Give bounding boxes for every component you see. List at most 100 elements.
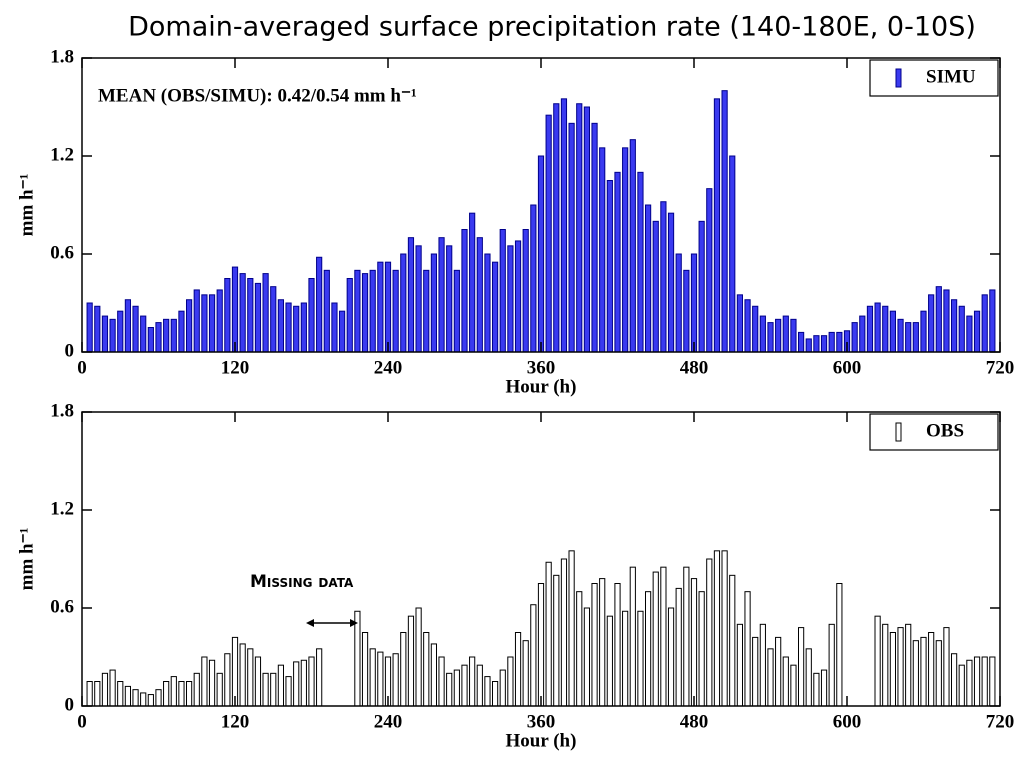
bar [339,310,346,353]
bar [537,583,545,707]
bar [805,648,812,707]
bar [545,114,552,353]
bar [132,689,139,707]
bar [928,632,935,707]
bar [507,245,514,353]
x-tick-label: 120 [221,357,250,378]
bar [951,299,958,353]
bar [614,583,621,707]
bar [392,269,399,353]
bar [201,294,208,353]
bar [966,659,973,707]
bar [522,229,529,353]
y-tick-label: 0 [65,694,75,715]
bar [484,253,491,353]
bar [874,302,881,353]
bar [277,664,284,707]
bar [989,289,996,353]
y-tick-label: 1.8 [50,400,74,421]
x-tick-label: 240 [374,711,403,732]
bar [514,632,522,707]
bar [377,651,384,707]
bar [943,289,950,353]
bar [798,331,805,353]
bar [270,286,277,353]
bar [384,261,392,353]
bar [667,212,675,353]
bar [392,653,399,707]
bar [262,273,269,353]
bar [254,656,262,707]
y-axis-label: mm h⁻¹ [16,528,37,591]
legend-swatch [895,68,902,88]
bar [492,681,499,707]
bar [346,278,353,353]
bar [759,315,766,353]
bar [553,574,560,707]
bar [606,180,613,353]
bar [308,656,315,707]
bar [560,558,568,707]
bar [239,643,246,707]
bar [645,204,652,353]
bar [973,656,981,707]
bar [453,269,460,353]
bar [170,676,177,707]
bar [729,574,736,707]
bar [208,294,216,353]
bar [369,269,376,353]
bar [828,331,835,353]
x-tick-label: 480 [680,711,709,732]
bar [499,669,506,707]
x-tick-label: 720 [986,357,1015,378]
bar [377,261,384,353]
bar [660,566,667,707]
bar [231,266,239,353]
bar [721,90,728,353]
y-tick-label: 1.8 [50,46,74,67]
bar [912,640,919,707]
bar [446,245,453,353]
x-axis-label: Hour (h) [506,376,577,397]
bar [698,591,705,707]
bar [514,240,522,353]
annotation: Missing data [250,572,354,592]
bar [545,561,552,707]
bar [476,664,483,707]
bar [667,607,675,707]
bar [622,610,629,707]
bar [208,659,216,707]
bar [782,656,789,707]
bar [660,201,667,353]
bar [629,566,636,707]
bar [476,237,483,353]
bar [438,237,445,353]
bar [790,318,797,353]
bar [140,692,147,707]
bar [247,648,254,707]
bar [247,278,254,353]
bar [117,310,124,353]
y-axis-label: mm h⁻¹ [16,174,37,237]
bar [163,681,170,707]
bar [568,122,575,353]
bar [438,656,445,707]
x-tick-label: 480 [680,357,709,378]
annotation: MEAN (OBS/SIMU): 0.42/0.54 mm h⁻¹ [98,85,417,106]
bar [178,310,185,353]
bar [935,640,942,707]
bar [866,305,874,353]
bar [905,623,912,707]
bar [920,636,927,707]
bar [553,103,560,353]
bar [400,253,407,353]
bar [423,269,430,353]
bar [537,155,545,353]
bar [767,322,774,353]
bar [935,286,942,353]
bar [713,98,721,353]
legend-box [869,413,999,451]
x-tick-label: 720 [986,711,1015,732]
bar [782,315,789,353]
bar [446,672,453,707]
